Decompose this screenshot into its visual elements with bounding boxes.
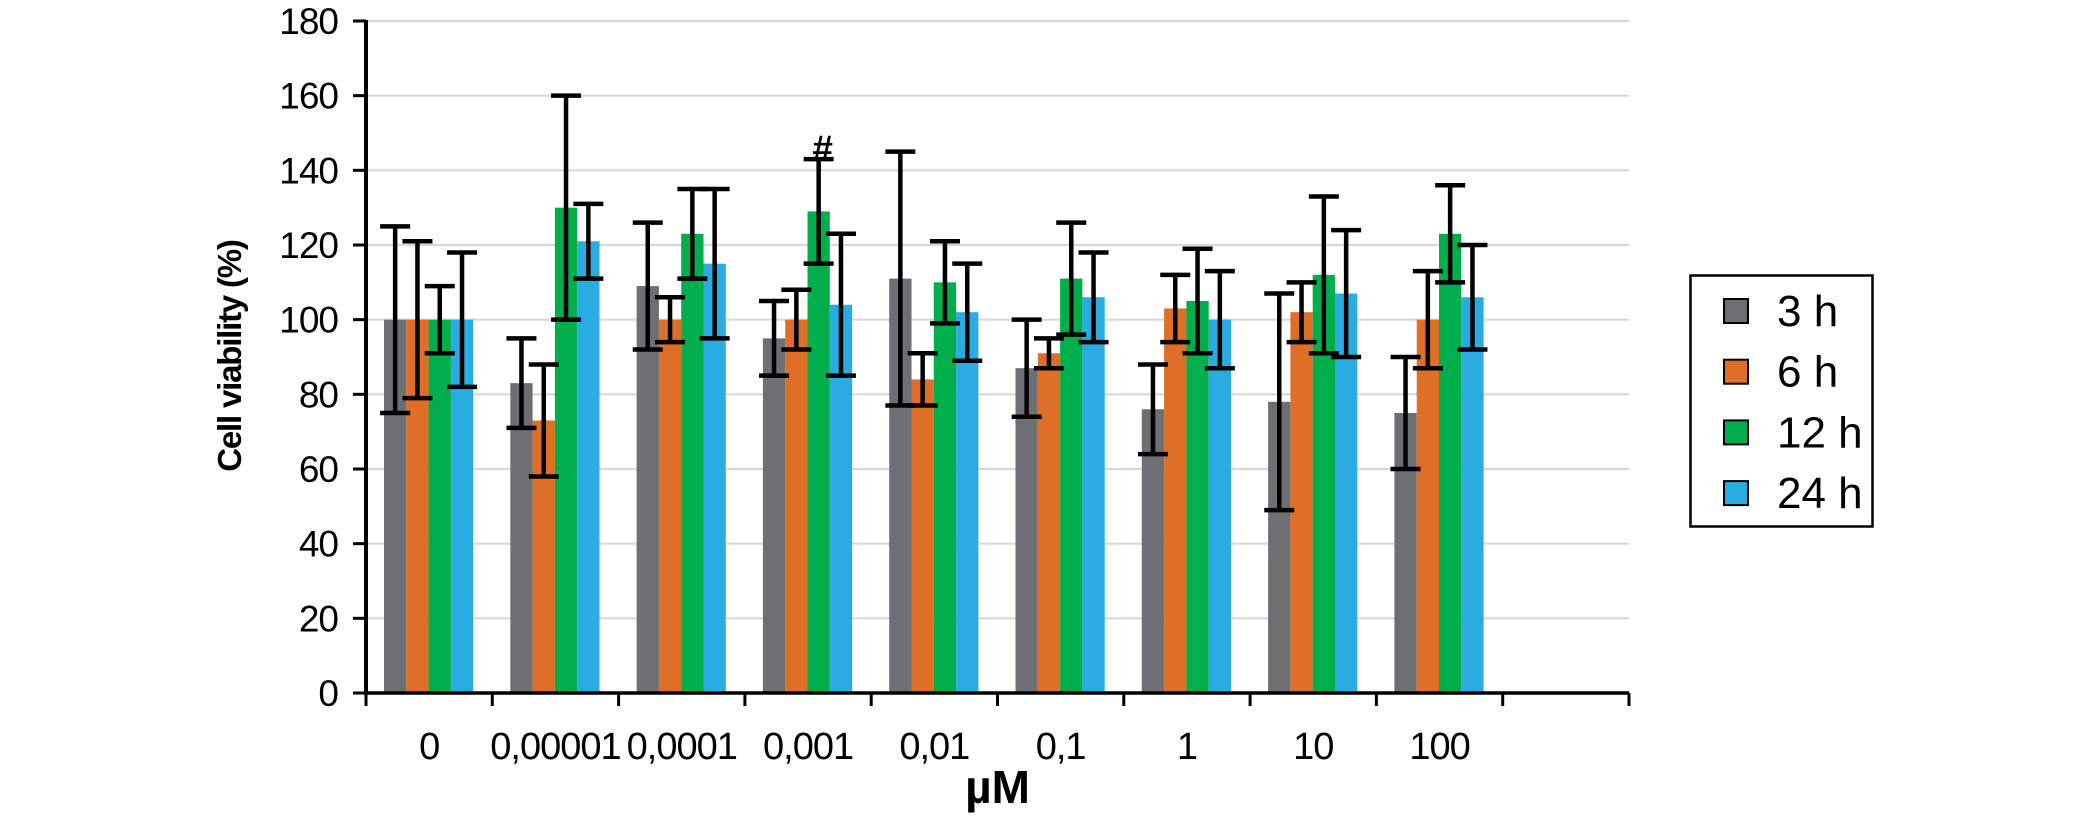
legend-label-3h: 3 h [1777, 287, 1838, 336]
bar-24h-c2 [703, 263, 726, 693]
legend-label-12h: 12 h [1777, 408, 1863, 457]
legend-swatch-24h [1723, 480, 1749, 507]
x-tick-label: 0,001 [763, 726, 853, 768]
bar-12h-c6 [1186, 301, 1209, 693]
bar-3h-c8 [1394, 413, 1417, 693]
bar-24h-c1 [577, 241, 600, 693]
x-tick-label: 1 [1177, 726, 1197, 768]
x-tick-label: 0,1 [1036, 726, 1086, 768]
bar-12h-c8 [1439, 233, 1462, 694]
x-tick-label: 0,01 [899, 726, 969, 768]
y-tick-label: 180 [279, 1, 338, 42]
bar-24h-c4 [956, 312, 979, 693]
x-tick-label: 0 [419, 726, 439, 768]
y-axis-title: Cell viability (%) [211, 240, 248, 472]
y-tick-label: 80 [299, 374, 339, 415]
legend-swatch-12h [1723, 419, 1749, 446]
bar-12h-c2 [681, 233, 704, 694]
bar-3h-c1 [510, 383, 533, 693]
bar-24h-c0 [450, 319, 474, 693]
bar-6h-c0 [406, 319, 429, 693]
bar-3h-c4 [889, 278, 912, 693]
bar-12h-c4 [933, 282, 957, 693]
bar-24h-c3 [829, 304, 853, 693]
hash-annotation: # [812, 128, 833, 169]
y-tick-label: 0 [318, 673, 338, 714]
y-tick-label: 100 [279, 300, 338, 341]
legend-label-24h: 24 h [1777, 469, 1863, 518]
bar-6h-c1 [532, 420, 555, 693]
bar-6h-c7 [1290, 312, 1313, 693]
bar-6h-c3 [785, 319, 808, 693]
bar-24h-c5 [1082, 297, 1105, 693]
bar-6h-c8 [1416, 319, 1439, 693]
bar-24h-c8 [1461, 297, 1484, 693]
bar-12h-c0 [428, 319, 451, 693]
legend-label-6h: 6 h [1777, 348, 1838, 397]
y-tick-label: 20 [299, 598, 339, 639]
y-tick-label: 120 [279, 225, 338, 266]
bar-3h-c7 [1268, 401, 1291, 693]
bar-12h-c7 [1312, 274, 1335, 693]
x-tick-label: 10 [1293, 726, 1333, 768]
x-tick-label: 0,0001 [627, 726, 737, 768]
bar-6h-c5 [1037, 353, 1061, 693]
bar-6h-c4 [911, 379, 934, 693]
bar-12h-c3 [807, 211, 830, 693]
legend-swatch-6h [1723, 358, 1749, 385]
x-tick-label: 0,00001 [490, 726, 620, 768]
bar-24h-c7 [1335, 293, 1358, 693]
x-tick-label: 100 [1409, 726, 1469, 768]
legend-swatch-3h [1723, 298, 1749, 324]
bar-6h-c6 [1164, 308, 1187, 693]
y-tick-label: 140 [279, 150, 338, 191]
bar-3h-c2 [636, 286, 659, 693]
bar-3h-c6 [1141, 409, 1165, 693]
y-tick-label: 40 [299, 524, 339, 565]
bar-3h-c3 [762, 338, 786, 693]
y-tick-label: 160 [279, 76, 338, 117]
x-axis-title: µM [965, 761, 1030, 813]
bar-12h-c1 [554, 207, 578, 693]
bar-3h-c5 [1015, 368, 1038, 693]
bar-24h-c6 [1208, 319, 1231, 693]
y-tick-label: 60 [299, 449, 339, 490]
bar-6h-c2 [658, 319, 682, 693]
legend-box [1689, 274, 1874, 528]
bar-12h-c5 [1060, 278, 1083, 693]
